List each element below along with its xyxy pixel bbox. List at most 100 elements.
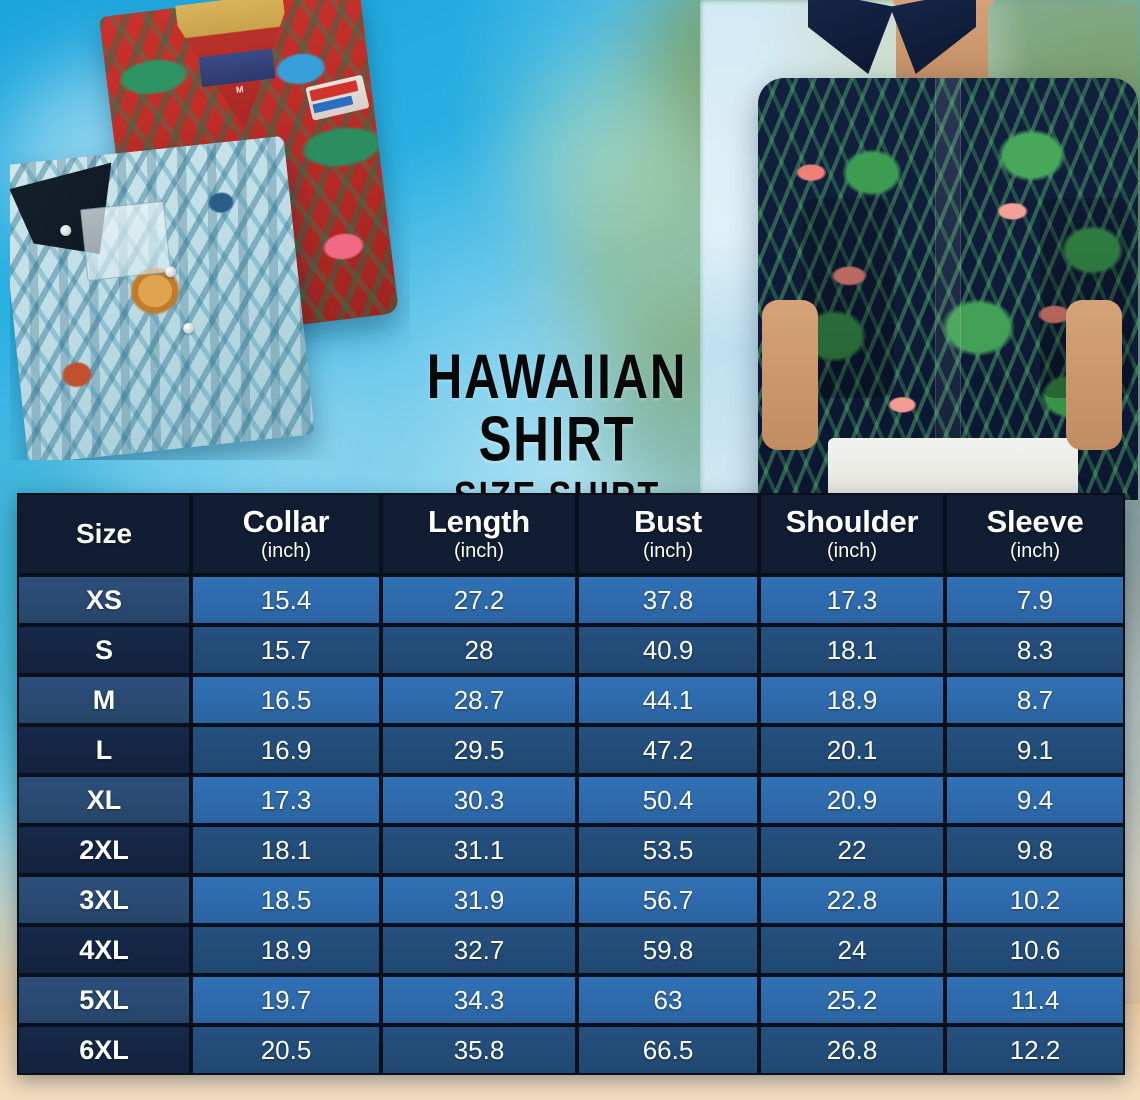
column-header-collar: Collar (inch) — [191, 493, 381, 575]
size-label: 3XL — [79, 884, 129, 915]
measurement-cell-collar: 15.4 — [191, 575, 381, 625]
size-cell: 3XL — [17, 875, 191, 925]
measurement-cell-length: 31.1 — [381, 825, 577, 875]
size-cell: XS — [17, 575, 191, 625]
measurement-value: 25.2 — [826, 984, 878, 1015]
measurement-value: 18.5 — [260, 884, 312, 915]
measurement-cell-sleeve: 9.8 — [945, 825, 1125, 875]
size-cell: 2XL — [17, 825, 191, 875]
size-label: XL — [86, 784, 122, 815]
size-cell: 5XL — [17, 975, 191, 1025]
measurement-cell-sleeve: 9.4 — [945, 775, 1125, 825]
measurement-value: 59.8 — [642, 934, 694, 965]
measurement-value: 20.5 — [260, 1034, 312, 1065]
column-header-shoulder: Shoulder (inch) — [759, 493, 945, 575]
measurement-cell-bust: 50.4 — [577, 775, 759, 825]
column-header-sleeve-unit: (inch) — [1009, 539, 1060, 562]
measurement-value: 15.4 — [260, 584, 312, 615]
size-chart-table: Size Collar (inch) Length (inch) Bust (i… — [17, 493, 1125, 1075]
shirt-pocket — [80, 200, 172, 282]
title-block: HAWAIIAN SHIRT SIZE SHIRT — [318, 345, 796, 518]
brand-patch — [305, 74, 370, 121]
measurement-cell-bust: 63 — [577, 975, 759, 1025]
table-row: 6XL 20.5 35.8 66.5 26.8 12.2 — [17, 1025, 1125, 1075]
measurement-value: 18.1 — [826, 634, 878, 665]
measurement-cell-bust: 47.2 — [577, 725, 759, 775]
measurement-cell-collar: 18.5 — [191, 875, 381, 925]
measurement-value: 8.7 — [1016, 684, 1054, 715]
measurement-cell-shoulder: 18.1 — [759, 625, 945, 675]
shirt-button — [164, 265, 177, 278]
column-header-size: Size — [17, 493, 191, 575]
measurement-cell-collar: 15.7 — [191, 625, 381, 675]
measurement-cell-sleeve: 8.3 — [945, 625, 1125, 675]
column-header-bust-label: Bust — [633, 504, 703, 540]
measurement-cell-shoulder: 22.8 — [759, 875, 945, 925]
shirt-button — [182, 322, 195, 335]
measurement-value: 20.1 — [826, 734, 878, 765]
column-header-length: Length (inch) — [381, 493, 577, 575]
column-header-collar-label: Collar — [242, 504, 330, 540]
measurement-cell-bust: 59.8 — [577, 925, 759, 975]
measurement-value: 18.9 — [826, 684, 878, 715]
measurement-value: 63 — [653, 984, 683, 1015]
model-arm-left — [762, 300, 818, 450]
measurement-value: 17.3 — [826, 584, 878, 615]
column-header-bust: Bust (inch) — [577, 493, 759, 575]
measurement-cell-shoulder: 24 — [759, 925, 945, 975]
measurement-cell-bust: 66.5 — [577, 1025, 759, 1075]
column-header-bust-unit: (inch) — [642, 539, 693, 562]
measurement-cell-bust: 56.7 — [577, 875, 759, 925]
measurement-value: 10.2 — [1009, 884, 1061, 915]
table-row: 4XL 18.9 32.7 59.8 24 10.6 — [17, 925, 1125, 975]
measurement-cell-shoulder: 20.1 — [759, 725, 945, 775]
measurement-cell-length: 27.2 — [381, 575, 577, 625]
table-row: 3XL 18.5 31.9 56.7 22.8 10.2 — [17, 875, 1125, 925]
measurement-value: 31.1 — [453, 834, 505, 865]
measurement-value: 50.4 — [642, 784, 694, 815]
measurement-cell-bust: 53.5 — [577, 825, 759, 875]
size-label: 2XL — [79, 834, 129, 865]
measurement-value: 30.3 — [453, 784, 505, 815]
table-row: L 16.9 29.5 47.2 20.1 9.1 — [17, 725, 1125, 775]
measurement-cell-collar: 20.5 — [191, 1025, 381, 1075]
measurement-cell-collar: 16.9 — [191, 725, 381, 775]
size-label: S — [94, 634, 113, 665]
measurement-value: 9.1 — [1016, 734, 1054, 765]
column-header-shoulder-unit: (inch) — [826, 539, 877, 562]
measurement-value: 8.3 — [1016, 634, 1054, 665]
measurement-cell-length: 31.9 — [381, 875, 577, 925]
size-cell: L — [17, 725, 191, 775]
measurement-cell-sleeve: 7.9 — [945, 575, 1125, 625]
measurement-cell-length: 35.8 — [381, 1025, 577, 1075]
measurement-value: 32.7 — [453, 934, 505, 965]
measurement-value: 15.7 — [260, 634, 312, 665]
blue-hawaiian-shirt — [10, 135, 315, 460]
measurement-cell-collar: 19.7 — [191, 975, 381, 1025]
measurement-cell-sleeve: 8.7 — [945, 675, 1125, 725]
model-arm-right — [1066, 300, 1122, 450]
measurement-value: 28 — [464, 634, 494, 665]
measurement-cell-length: 28 — [381, 625, 577, 675]
measurement-cell-sleeve: 10.2 — [945, 875, 1125, 925]
table-row: 5XL 19.7 34.3 63 25.2 11.4 — [17, 975, 1125, 1025]
size-label: L — [95, 734, 113, 765]
size-label: 4XL — [79, 934, 129, 965]
measurement-cell-sleeve: 12.2 — [945, 1025, 1125, 1075]
measurement-value: 66.5 — [642, 1034, 694, 1065]
measurement-value: 44.1 — [642, 684, 694, 715]
size-cell: 6XL — [17, 1025, 191, 1075]
measurement-cell-sleeve: 11.4 — [945, 975, 1125, 1025]
foliage-bokeh — [520, 60, 700, 230]
measurement-cell-length: 30.3 — [381, 775, 577, 825]
size-cell: XL — [17, 775, 191, 825]
size-label: 5XL — [79, 984, 129, 1015]
column-header-collar-unit: (inch) — [260, 539, 311, 562]
measurement-cell-length: 29.5 — [381, 725, 577, 775]
measurement-value: 16.5 — [260, 684, 312, 715]
model-shorts — [828, 438, 1078, 500]
measurement-value: 56.7 — [642, 884, 694, 915]
page-title: HAWAIIAN SHIRT — [426, 340, 688, 475]
measurement-cell-length: 34.3 — [381, 975, 577, 1025]
measurement-cell-collar: 17.3 — [191, 775, 381, 825]
